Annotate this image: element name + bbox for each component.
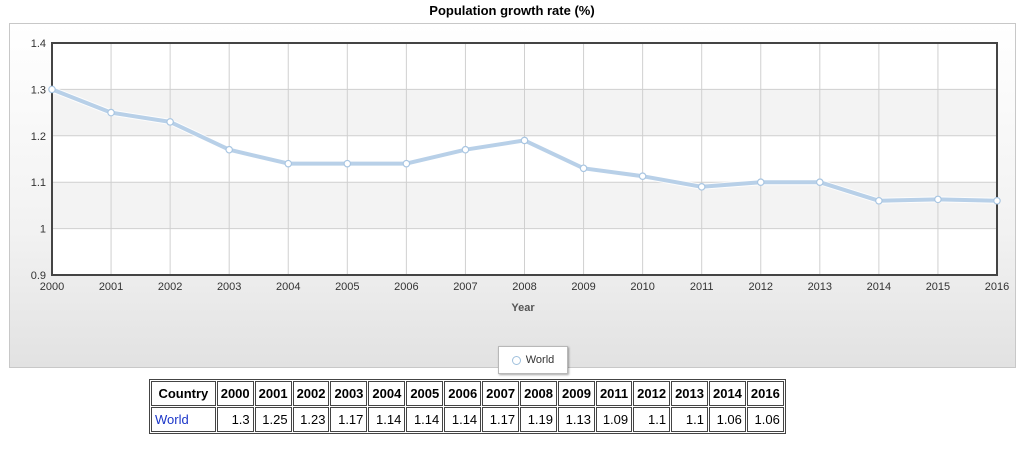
- x-tick-label: 2002: [158, 281, 182, 293]
- data-point[interactable]: [402, 159, 411, 168]
- y-tick-label: 0.9: [31, 270, 46, 282]
- table-header-year: 2008: [520, 381, 558, 406]
- x-tick-label: 2015: [926, 281, 950, 293]
- data-point[interactable]: [461, 145, 470, 154]
- legend-label: World: [525, 354, 555, 366]
- table-header-year: 2011: [595, 381, 633, 406]
- table-header-year: 2009: [558, 381, 595, 406]
- data-point[interactable]: [107, 108, 115, 117]
- table-cell: 1.23: [292, 407, 330, 432]
- chart-panel: 0.9 1 1.1 1.2 1.3 1.4 2000 2001 2002 2003 2004 200…: [9, 23, 1016, 374]
- table-header-row: Country 2000 2001 2002 2003 2004 2005 2006 2007…: [151, 381, 784, 406]
- legend-marker-icon: [511, 355, 521, 365]
- x-tick-label: 2010: [630, 281, 654, 293]
- table-header-year: 2013: [671, 381, 708, 406]
- data-point[interactable]: [520, 136, 529, 145]
- x-tick-label: 2001: [99, 281, 123, 293]
- table-cell: 1.09: [595, 407, 633, 432]
- table-cell: 1.17: [482, 407, 520, 432]
- x-tick-label: 2012: [749, 281, 773, 293]
- x-tick-label: 2008: [512, 281, 536, 293]
- y-tick-label: 1: [40, 224, 46, 236]
- data-point[interactable]: [816, 178, 824, 187]
- y-tick-label: 1.3: [31, 84, 46, 96]
- table-row: World 1.3 1.25 1.23 1.17 1.14 1.14 1.14 1.17 1.19…: [151, 407, 784, 432]
- x-tick-label: 2004: [276, 281, 300, 293]
- line-chart: 0.9 1 1.1 1.2 1.3 1.4 2000 2001 2002 2003 2004 200…: [31, 38, 1010, 314]
- data-point[interactable]: [343, 159, 352, 168]
- table-cell: 1.3: [216, 407, 254, 432]
- chart-title: Population growth rate (%): [429, 3, 595, 18]
- table-cell: 1.19: [520, 407, 558, 432]
- x-axis-label: Year: [511, 302, 535, 314]
- data-point[interactable]: [697, 183, 706, 191]
- data-point[interactable]: [166, 118, 174, 126]
- y-tick-label: 1.2: [31, 131, 46, 143]
- table-header-year: 2016: [746, 381, 784, 406]
- y-tick-label: 1.4: [31, 38, 46, 50]
- table-header-year: 2014: [708, 381, 746, 406]
- data-table: Country 2000 2001 2002 2003 2004 2005 2006 2007…: [149, 379, 786, 434]
- table-cell: 1.1: [671, 407, 708, 432]
- data-point[interactable]: [875, 196, 883, 205]
- x-tick-label: 2003: [217, 281, 241, 293]
- data-point[interactable]: [225, 145, 233, 154]
- table-header-year: 2012: [633, 381, 671, 406]
- table-header-year: 2005: [406, 381, 444, 406]
- table-cell: 1.06: [746, 407, 784, 432]
- table-header-year: 2004: [368, 381, 406, 406]
- table-cell: 1.17: [330, 407, 368, 432]
- x-tick-label: 2007: [453, 281, 477, 293]
- table-cell: 1.06: [708, 407, 746, 432]
- x-tick-label: 2013: [808, 281, 832, 293]
- table-header-year: 2006: [444, 381, 482, 406]
- data-point[interactable]: [756, 178, 765, 187]
- data-point[interactable]: [284, 159, 293, 168]
- table-cell: 1.14: [406, 407, 444, 432]
- plot-border: [51, 42, 998, 276]
- table-header-year: 2001: [254, 381, 292, 406]
- x-tick-label: 2005: [335, 281, 359, 293]
- data-point[interactable]: [48, 85, 56, 94]
- data-point[interactable]: [934, 195, 942, 204]
- data-point[interactable]: [993, 196, 1001, 205]
- legend[interactable]: World: [498, 346, 568, 374]
- y-tick-label: 1.1: [31, 177, 46, 189]
- x-tick-label: 2006: [394, 281, 418, 293]
- table-cell: 1.14: [368, 407, 406, 432]
- x-tick-label: 2000: [40, 281, 64, 293]
- x-tick-label: 2014: [867, 281, 891, 293]
- table-cell: 1.25: [254, 407, 292, 432]
- table-cell: 1.13: [558, 407, 595, 432]
- country-link[interactable]: World: [151, 407, 216, 432]
- table-cell: 1.14: [444, 407, 482, 432]
- data-point[interactable]: [579, 164, 588, 173]
- table-cell: 1.1: [633, 407, 671, 432]
- table-header-year: 2002: [292, 381, 330, 406]
- table-header-year: 2007: [482, 381, 520, 406]
- data-point[interactable]: [638, 172, 647, 180]
- table-header-country: Country: [151, 381, 216, 406]
- table-header-year: 2003: [330, 381, 368, 406]
- table-header-year: 2000: [216, 381, 254, 406]
- x-tick-label: 2016: [985, 281, 1009, 293]
- x-tick-label: 2009: [571, 281, 595, 293]
- x-tick-label: 2011: [690, 281, 714, 293]
